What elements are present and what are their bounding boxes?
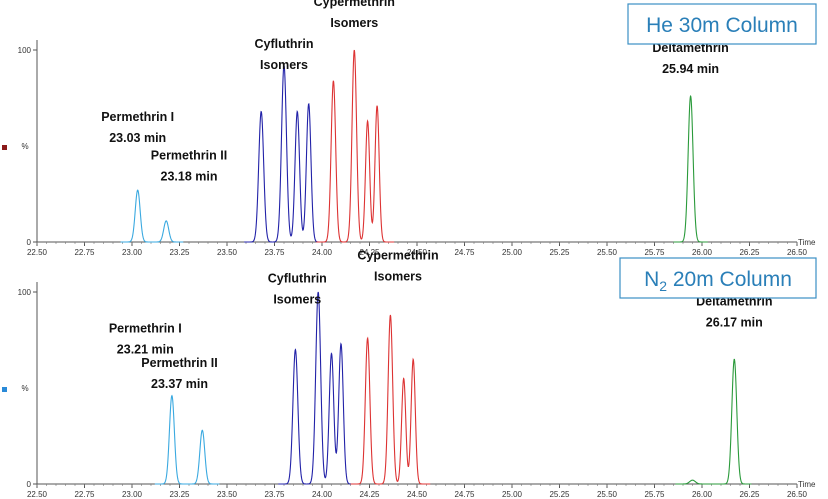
x-tick-label: 23.50 [217, 490, 238, 499]
series-trace-2 [244, 65, 326, 243]
x-tick-label: 26.00 [692, 490, 713, 499]
x-axis-label: Time [798, 480, 816, 489]
x-tick-label: 22.50 [27, 490, 48, 499]
x-tick-label: 25.75 [644, 248, 665, 257]
x-tick-label: 26.25 [739, 248, 760, 257]
series-trace-3 [316, 49, 395, 243]
x-tick-label: 25.25 [549, 490, 570, 499]
peak-annotation: Cyfluthrin [254, 37, 313, 51]
column-title: He 30m Column [646, 14, 798, 37]
peak-annotation: Permethrin II [141, 356, 217, 370]
x-tick-label: 24.00 [312, 490, 333, 499]
peak-annotation: Cyfluthrin [268, 272, 327, 286]
x-tick-label: 24.25 [359, 248, 380, 257]
x-tick-label: 23.25 [169, 248, 190, 257]
x-tick-label: 24.25 [359, 490, 380, 499]
x-tick-label: 24.75 [454, 248, 475, 257]
y-axis-label: % [21, 142, 28, 151]
peak-annotation: 26.17 min [706, 316, 763, 330]
column-title-box [627, 3, 817, 45]
x-tick-label: 23.00 [122, 248, 143, 257]
peak-annotation: 23.37 min [151, 377, 208, 391]
x-tick-label: 24.00 [312, 248, 333, 257]
x-tick-label: 25.50 [597, 248, 618, 257]
x-tick-label: 25.00 [502, 248, 523, 257]
peak-annotation: Permethrin I [101, 110, 174, 124]
x-tick-label: 26.50 [787, 490, 808, 499]
peak-annotation: Isomers [374, 269, 422, 283]
series-trace-4 [675, 358, 752, 485]
peak-annotation: Cypermethrin [314, 0, 395, 9]
column-title: N2 20m Column [644, 268, 792, 294]
peak-annotation: 25.94 min [662, 62, 719, 76]
peak-annotation: Isomers [330, 16, 378, 30]
column-title-box [619, 257, 817, 299]
y-tick-label: 100 [18, 46, 32, 55]
y-tick-label: 0 [27, 238, 32, 247]
trace-marker [2, 145, 7, 150]
x-tick-label: 25.50 [597, 490, 618, 499]
peak-annotation: Permethrin II [151, 149, 227, 163]
x-tick-label: 26.25 [739, 490, 760, 499]
trace-marker [2, 387, 7, 392]
y-tick-label: 0 [27, 480, 32, 489]
series-trace-1 [154, 394, 220, 485]
series-trace-2 [278, 291, 359, 485]
chart-panel-1: 22.50 22.75 23.00 23.25 23.50 23.75 24.00 24.25… [2, 0, 817, 257]
y-tick-label: 100 [18, 288, 32, 297]
x-tick-label: 23.25 [169, 490, 190, 499]
x-tick-label: 22.75 [74, 248, 95, 257]
peak-annotation: Isomers [273, 293, 321, 307]
x-tick-label: 23.75 [264, 490, 285, 499]
peak-annotation: 23.18 min [161, 170, 218, 184]
x-tick-label: 22.75 [74, 490, 95, 499]
x-tick-label: 23.50 [217, 248, 238, 257]
x-tick-label: 26.00 [692, 248, 713, 257]
x-tick-label: 23.75 [264, 248, 285, 257]
x-tick-label: 25.00 [502, 490, 523, 499]
x-tick-label: 22.50 [27, 248, 48, 257]
series-trace-3 [350, 314, 431, 485]
peak-annotation: Permethrin I [109, 321, 182, 335]
peak-annotation: 23.21 min [117, 342, 174, 356]
x-tick-label: 26.50 [787, 248, 808, 257]
x-tick-label: 24.50 [407, 490, 428, 499]
x-tick-label: 24.50 [407, 248, 428, 257]
x-tick-label: 25.25 [549, 248, 570, 257]
x-tick-label: 23.00 [122, 490, 143, 499]
series-trace-4 [673, 95, 708, 243]
series-trace-1 [120, 189, 184, 243]
x-tick-label: 24.75 [454, 490, 475, 499]
y-axis-label: % [21, 384, 28, 393]
x-tick-label: 25.75 [644, 490, 665, 499]
x-axis-label: Time [798, 238, 816, 247]
peak-annotation: Cypermethrin [357, 248, 438, 262]
peak-annotation: 23.03 min [109, 131, 166, 145]
chart-panel-2: 22.50 22.75 23.00 23.25 23.50 23.75 24.00 24.25… [2, 248, 817, 499]
peak-annotation: Isomers [260, 58, 308, 72]
